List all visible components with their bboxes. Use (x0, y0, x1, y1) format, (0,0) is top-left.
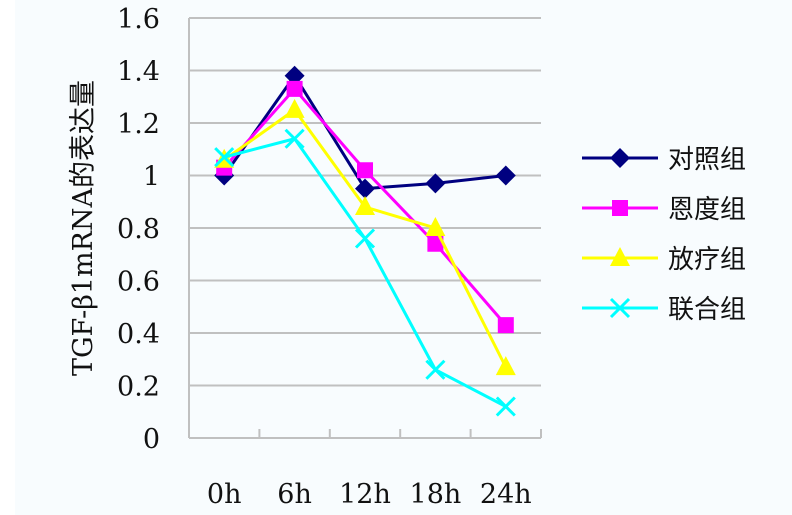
y-tick-label: 0 (143, 424, 160, 455)
data-point-triangle (425, 217, 446, 236)
series-group (214, 65, 516, 417)
data-point-diamond (425, 173, 446, 194)
x-tick-label: 0h (207, 479, 242, 510)
marker-x-stroke (284, 128, 305, 149)
data-point-x (354, 228, 376, 249)
marker-x-stroke (495, 396, 516, 417)
x-tick-label: 18h (410, 479, 462, 510)
data-point-square (357, 162, 373, 179)
data-point-square (427, 235, 444, 252)
y-tick-label: 0.6 (117, 267, 160, 298)
legend-item: 放疗组 (582, 245, 746, 275)
data-point-square (286, 80, 303, 97)
x-tick-label: 12h (339, 479, 391, 510)
y-axis-label: TGF-β1mRNA的表达量 (68, 80, 99, 376)
marker-triangle (610, 247, 630, 266)
x-tick-labels: 0h 6h 12h 18h 24h (207, 479, 532, 510)
series-2 (216, 80, 514, 334)
legend-label: 恩度组 (668, 195, 746, 225)
legend-item: 对照组 (582, 145, 746, 175)
data-point-diamond (495, 165, 516, 186)
data-point-diamond (355, 178, 375, 199)
y-tick-label: 1.2 (117, 109, 160, 140)
data-point-square (497, 317, 514, 334)
y-tick-label: 0.2 (117, 372, 160, 403)
y-tick-labels: 0 0.2 0.4 0.6 0.8 1 1.2 1.4 1.6 (117, 4, 160, 455)
chart-background (15, 0, 792, 515)
marker-x-stroke (354, 228, 376, 249)
legend-label: 对照组 (668, 145, 746, 175)
y-tick-label: 1.4 (117, 57, 160, 88)
y-tick-label: 1 (143, 162, 160, 193)
data-point-triangle (284, 98, 305, 118)
legend-item: 联合组 (582, 295, 746, 325)
marker-x-stroke (609, 297, 631, 319)
axes (188, 18, 542, 439)
marker-x-stroke (214, 147, 235, 168)
y-tick-label: 0.8 (117, 214, 160, 245)
series-4 (214, 128, 516, 417)
data-point-x (495, 396, 516, 417)
data-point-triangle (355, 196, 375, 215)
legend-label: 联合组 (668, 295, 746, 325)
marker-x (609, 297, 631, 319)
legend-item: 恩度组 (582, 195, 746, 225)
y-tick-label: 1.6 (117, 4, 160, 35)
data-point-diamond (284, 65, 305, 86)
x-tick-label: 6h (277, 479, 312, 510)
marker-x-stroke (425, 359, 446, 380)
marker-diamond (610, 148, 630, 168)
gridlines (189, 17, 541, 387)
data-point-x (284, 128, 305, 149)
legend-label: 放疗组 (668, 245, 746, 275)
data-point-x (214, 147, 235, 168)
series-1 (214, 65, 516, 199)
x-tick-label: 24h (480, 479, 532, 510)
marker-square (612, 200, 628, 216)
data-point-x (425, 359, 446, 380)
data-point-triangle (495, 356, 516, 376)
y-tick-label: 0.4 (117, 319, 160, 350)
